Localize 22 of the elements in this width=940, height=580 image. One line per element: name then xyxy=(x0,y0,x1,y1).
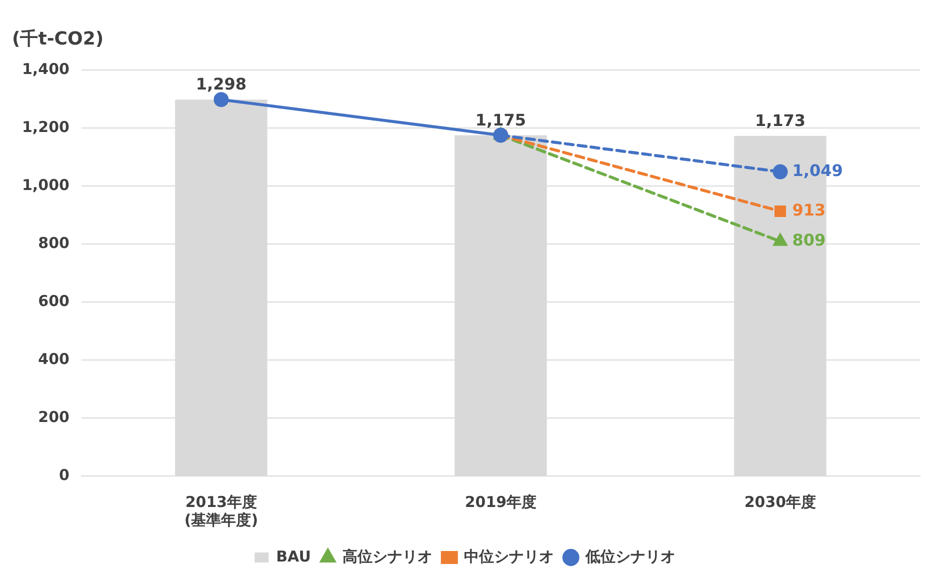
y-tick-label: 1,400 xyxy=(22,60,70,78)
y-tick-label: 600 xyxy=(38,292,70,310)
y-tick-label: 200 xyxy=(38,408,70,426)
data-label: 809 xyxy=(792,230,826,250)
legend-label: 低位シナリオ xyxy=(584,547,676,566)
data-label: 913 xyxy=(792,200,826,220)
data-label: 1,175 xyxy=(475,110,526,130)
data-label: 1,049 xyxy=(792,160,843,180)
y-tick-label: 1,000 xyxy=(22,176,70,194)
y-axis-title: (千t-CO2) xyxy=(12,28,104,50)
legend-label: 中位シナリオ xyxy=(464,547,554,566)
y-tick-label: 1,200 xyxy=(22,118,70,136)
y-tick-label: 400 xyxy=(38,350,70,368)
data-label: 1,173 xyxy=(754,110,806,130)
x-tick-label: 2030年度 xyxy=(744,492,816,511)
legend-label: 高位シナリオ xyxy=(342,547,432,566)
y-tick-label: 800 xyxy=(38,234,70,252)
x-tick-label: 2013年度 (基準年度) xyxy=(184,492,258,529)
x-tick-label: 2019年度 xyxy=(464,492,537,511)
y-tick-label: 0 xyxy=(59,466,70,484)
legend-label: BAU xyxy=(276,547,311,566)
data-label: 1,298 xyxy=(196,74,247,94)
